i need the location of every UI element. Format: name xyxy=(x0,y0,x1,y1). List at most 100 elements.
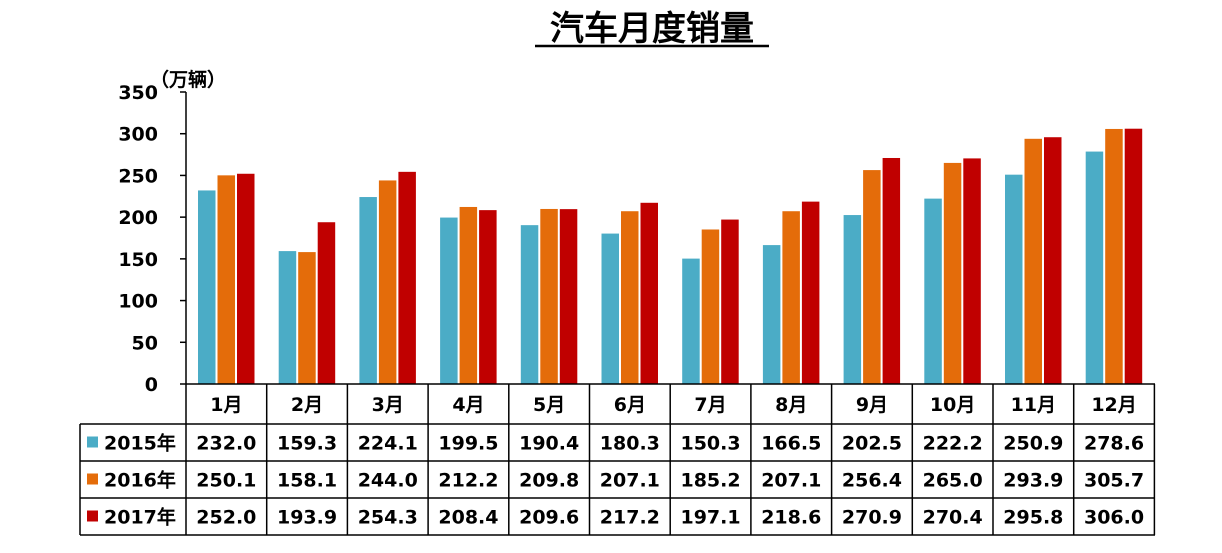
bar xyxy=(1044,137,1062,384)
data-value-label: 159.3 xyxy=(277,433,337,455)
data-value-label: 244.0 xyxy=(358,470,418,492)
bar xyxy=(217,175,235,384)
data-value-label: 202.5 xyxy=(842,433,902,455)
y-tick-label: 250 xyxy=(118,165,158,187)
bar xyxy=(1005,174,1023,384)
data-value-label: 193.9 xyxy=(277,507,337,529)
category-label: 7月 xyxy=(694,394,726,416)
bar xyxy=(540,208,558,384)
data-value-label: 305.7 xyxy=(1084,470,1144,492)
bar xyxy=(479,210,497,384)
data-value-label: 180.3 xyxy=(600,433,660,455)
data-value-label: 295.8 xyxy=(1003,507,1063,529)
bar xyxy=(843,215,862,384)
y-tick-label: 300 xyxy=(118,124,158,146)
data-value-label: 199.5 xyxy=(438,433,498,455)
bar xyxy=(317,222,336,384)
data-value-label: 250.1 xyxy=(196,470,256,492)
data-value-label: 150.3 xyxy=(680,433,740,455)
y-axis-unit-label: （万辆） xyxy=(150,68,226,91)
data-value-label: 250.9 xyxy=(1003,433,1063,455)
bar xyxy=(882,157,901,384)
bar xyxy=(198,190,216,384)
data-value-label: 278.6 xyxy=(1084,433,1144,455)
y-tick-label: 350 xyxy=(118,82,158,104)
chart-title: 汽车月度销量 xyxy=(550,9,754,49)
bar xyxy=(801,201,820,384)
data-value-label: 232.0 xyxy=(196,433,256,455)
bar xyxy=(278,251,297,384)
legend-swatch xyxy=(87,473,98,485)
data-value-label: 218.6 xyxy=(761,507,821,529)
category-label: 12月 xyxy=(1091,394,1136,416)
data-value-label: 293.9 xyxy=(1003,470,1063,492)
category-label: 8月 xyxy=(775,394,807,416)
bar xyxy=(640,202,658,384)
data-value-label: 209.8 xyxy=(519,470,579,492)
category-label: 9月 xyxy=(856,394,888,416)
data-value-label: 252.0 xyxy=(196,507,256,529)
data-value-label: 265.0 xyxy=(923,470,983,492)
data-value-label: 212.2 xyxy=(438,470,498,492)
bar xyxy=(559,209,578,384)
data-value-label: 254.3 xyxy=(358,507,418,529)
data-table: 1月 2月 3月 4月 5月 6月 7月 8月 9月 10月 11月 12月 2015年 232.0 159… xyxy=(79,383,1156,536)
bar xyxy=(440,217,458,384)
data-value-label: 256.4 xyxy=(842,470,902,492)
data-value-label: 207.1 xyxy=(600,470,660,492)
bar xyxy=(721,219,739,384)
y-tick-label: 50 xyxy=(132,332,158,354)
data-value-label: 208.4 xyxy=(438,507,498,529)
category-label: 11月 xyxy=(1011,394,1056,416)
category-label: 3月 xyxy=(372,394,404,416)
bar xyxy=(1124,128,1143,384)
data-value-label: 197.1 xyxy=(680,507,740,529)
bar xyxy=(298,252,316,384)
data-value-label: 207.1 xyxy=(761,470,821,492)
bar xyxy=(1085,151,1104,384)
data-value-label: 306.0 xyxy=(1084,507,1144,529)
category-label: 5月 xyxy=(533,394,565,416)
y-tick-label: 100 xyxy=(118,291,158,313)
data-value-label: 217.2 xyxy=(600,507,660,529)
bar xyxy=(863,170,881,384)
data-value-label: 209.6 xyxy=(519,507,579,529)
bar xyxy=(682,258,700,384)
data-value-label: 270.9 xyxy=(842,507,902,529)
bar xyxy=(621,211,639,384)
bar xyxy=(378,180,397,384)
data-value-label: 270.4 xyxy=(923,507,983,529)
data-value-label: 190.4 xyxy=(519,433,579,455)
data-value-label: 222.2 xyxy=(923,433,983,455)
data-value-label: 158.1 xyxy=(277,470,337,492)
bar xyxy=(237,173,255,384)
bar xyxy=(520,225,539,384)
category-label: 1月 xyxy=(210,394,242,416)
data-value-label: 224.1 xyxy=(358,433,418,455)
bar xyxy=(782,211,800,384)
bar xyxy=(398,171,416,384)
category-label: 2月 xyxy=(291,394,323,416)
category-label: 6月 xyxy=(614,394,646,416)
y-axis-ticks: 0 50 100 150 200 250 300 350 xyxy=(118,82,186,396)
y-tick-label: 0 xyxy=(145,374,158,396)
legend-swatch xyxy=(87,436,98,448)
bar xyxy=(924,198,942,384)
y-tick-label: 200 xyxy=(118,207,158,229)
bar xyxy=(359,197,377,384)
legend-label: 2015年 xyxy=(104,432,176,455)
category-label: 10月 xyxy=(930,394,975,416)
bar xyxy=(1105,128,1123,384)
data-value-label: 166.5 xyxy=(761,433,821,455)
category-label: 4月 xyxy=(452,394,484,416)
legend-label: 2017年 xyxy=(104,506,176,529)
bar xyxy=(1024,138,1042,384)
bar xyxy=(963,158,981,384)
bar xyxy=(762,245,781,384)
bars xyxy=(198,128,1143,384)
bar xyxy=(459,206,478,384)
legend-label: 2016年 xyxy=(104,469,176,492)
data-value-label: 185.2 xyxy=(680,470,740,492)
bar xyxy=(943,162,962,384)
